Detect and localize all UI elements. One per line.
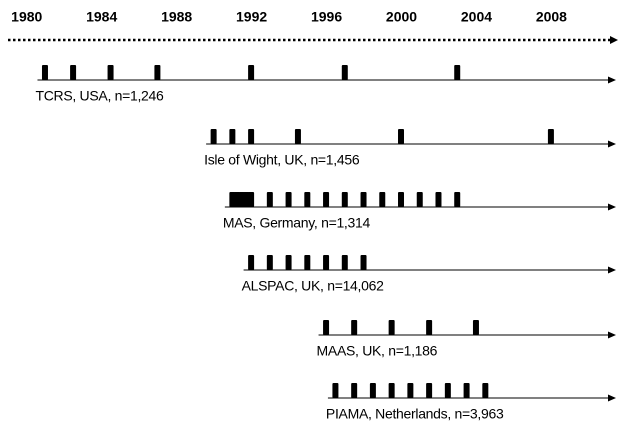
- assessment-mark: [426, 383, 433, 398]
- assessment-mark: [472, 320, 479, 335]
- cohort-arrow: [608, 140, 616, 148]
- assessment-mark: [435, 192, 442, 207]
- assessment-mark: [154, 65, 161, 80]
- assessment-mark: [323, 320, 330, 335]
- assessment-mark: [454, 65, 461, 80]
- assessment-mark: [398, 129, 405, 144]
- cohort-label: MAS, Germany, n=1,314: [223, 215, 371, 231]
- assessment-mark: [444, 383, 451, 398]
- assessment-mark: [341, 65, 348, 80]
- assessment-mark: [107, 65, 114, 80]
- assessment-mark: [379, 192, 386, 207]
- cohort-label: ALSPAC, UK, n=14,062: [242, 278, 385, 294]
- assessment-mark: [304, 192, 311, 207]
- assessment-mark: [285, 255, 292, 270]
- assessment-mark: [243, 192, 250, 207]
- assessment-mark: [266, 255, 273, 270]
- assessment-mark: [426, 320, 433, 335]
- cohort-arrow: [608, 76, 616, 84]
- x-tick-label: 2004: [461, 9, 492, 25]
- assessment-mark: [388, 320, 395, 335]
- assessment-mark: [341, 255, 348, 270]
- assessment-mark: [304, 255, 311, 270]
- cohort-label: TCRS, USA, n=1,246: [35, 88, 164, 104]
- assessment-mark: [285, 192, 292, 207]
- assessment-mark: [210, 129, 217, 144]
- assessment-mark: [266, 192, 273, 207]
- assessment-mark: [463, 383, 470, 398]
- assessment-mark: [398, 192, 405, 207]
- cohort-arrow: [608, 266, 616, 274]
- x-tick-label: 1992: [236, 9, 267, 25]
- x-tick-label: 1996: [311, 9, 342, 25]
- assessment-mark: [482, 383, 489, 398]
- assessment-mark: [229, 192, 236, 207]
- cohort-label: PIAMA, Netherlands, n=3,963: [326, 406, 504, 422]
- cohort-arrow: [608, 203, 616, 211]
- assessment-mark: [360, 255, 367, 270]
- assessment-mark: [248, 129, 255, 144]
- x-tick-label: 2000: [386, 9, 417, 25]
- cohort-label: Isle of Wight, UK, n=1,456: [204, 152, 360, 168]
- assessment-mark: [388, 383, 395, 398]
- assessment-mark: [234, 192, 241, 207]
- assessment-mark: [248, 192, 255, 207]
- assessment-mark: [229, 129, 236, 144]
- x-tick-label: 1980: [11, 9, 42, 25]
- assessment-mark: [70, 65, 77, 80]
- assessment-mark: [407, 383, 414, 398]
- assessment-mark: [323, 192, 330, 207]
- assessment-mark: [332, 383, 339, 398]
- cohort-arrow: [608, 394, 616, 402]
- assessment-mark: [351, 320, 358, 335]
- axis-arrow: [610, 36, 618, 44]
- assessment-mark: [41, 65, 48, 80]
- assessment-mark: [416, 192, 423, 207]
- assessment-mark: [369, 383, 376, 398]
- assessment-mark: [351, 383, 358, 398]
- assessment-mark: [360, 192, 367, 207]
- assessment-mark: [294, 129, 301, 144]
- assessment-mark: [454, 192, 461, 207]
- assessment-mark: [248, 65, 255, 80]
- x-tick-label: 1984: [86, 9, 117, 25]
- cohort-arrow: [608, 331, 616, 339]
- assessment-mark: [238, 192, 245, 207]
- assessment-mark: [341, 192, 348, 207]
- assessment-mark: [248, 255, 255, 270]
- x-tick-label: 2008: [536, 9, 567, 25]
- cohort-label: MAAS, UK, n=1,186: [317, 343, 438, 359]
- assessment-mark: [323, 255, 330, 270]
- assessment-mark: [547, 129, 554, 144]
- x-tick-label: 1988: [161, 9, 192, 25]
